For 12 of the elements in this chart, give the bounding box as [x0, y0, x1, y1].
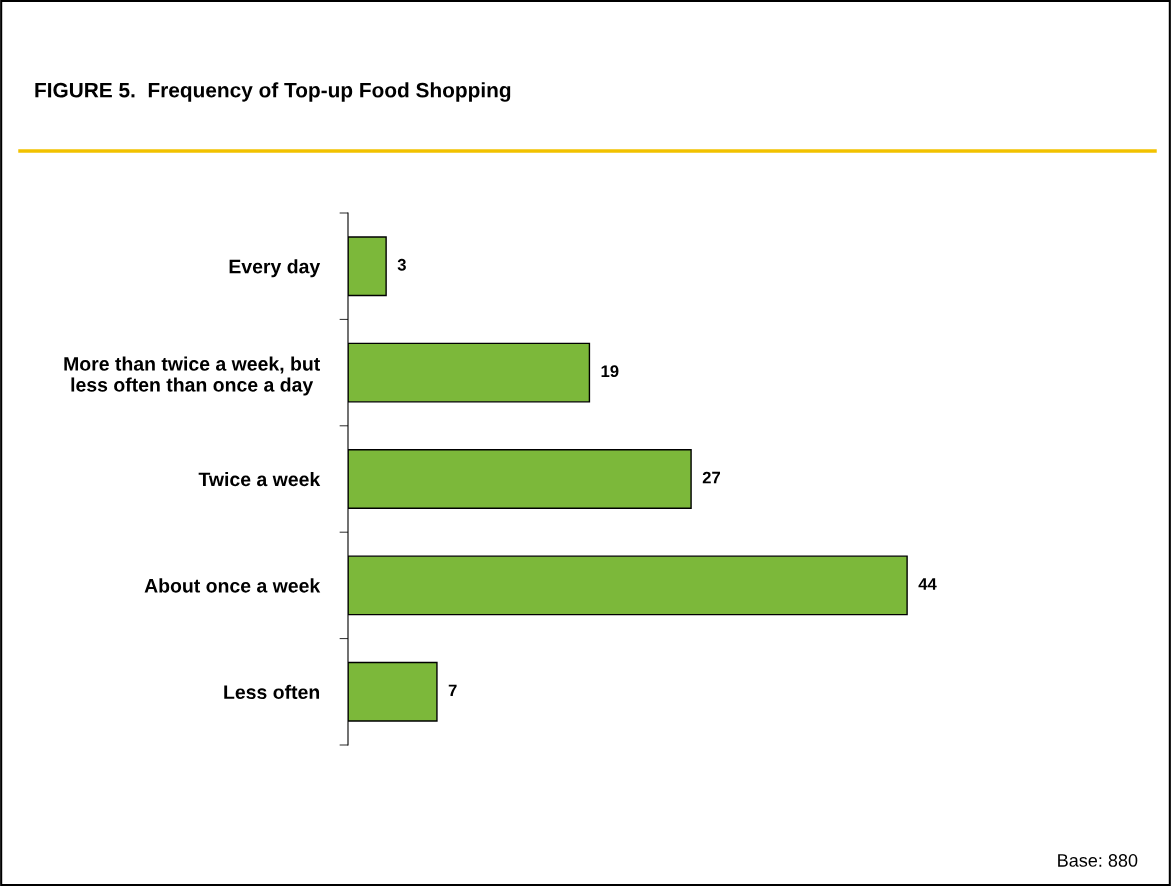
data-label: 7: [448, 684, 457, 697]
data-label: 27: [702, 471, 721, 484]
y-tick-label: More than twice a week, but less often than once a day: [64, 356, 320, 396]
data-label: 44: [918, 578, 937, 590]
data-label: 3: [397, 258, 406, 271]
text: Base: 880: [1058, 854, 1138, 867]
y-tick-label: About once a week: [144, 578, 321, 593]
y-tick-label: Twice a week: [198, 471, 321, 487]
chart-title: FIGURE 5. Frequency of Top-up Food Shopping: [35, 82, 511, 102]
y-tick-label: Less often: [224, 684, 320, 700]
data-label: 19: [601, 365, 619, 378]
y-tick-label: Every day: [229, 259, 321, 278]
